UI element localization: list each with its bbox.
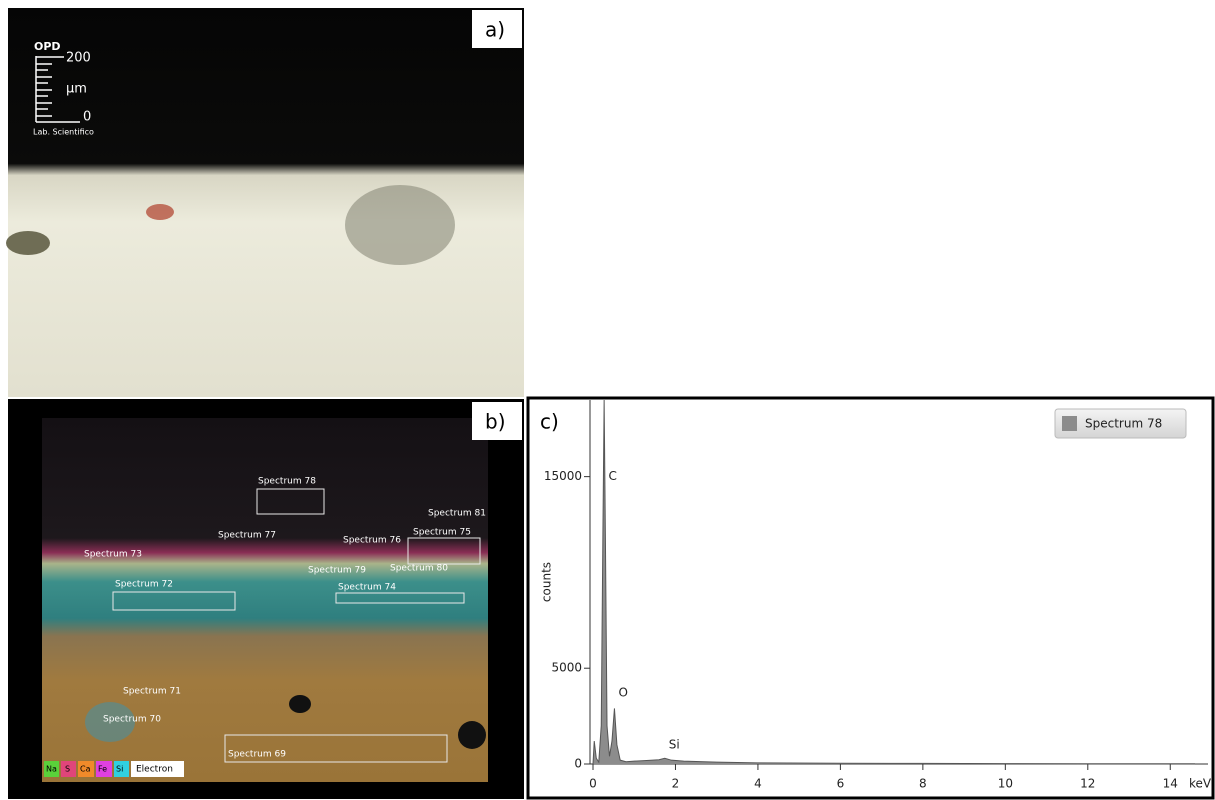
spectrum-label: Spectrum 73 <box>84 550 142 560</box>
x-tick-label: 6 <box>837 777 845 791</box>
spectrum-label: Spectrum 72 <box>115 580 173 590</box>
spectrum-label: Spectrum 80 <box>390 564 448 574</box>
element-chip: Electron <box>136 765 173 775</box>
photo-a <box>8 8 524 397</box>
chart-frame <box>528 398 1213 798</box>
element-legend: Na S Ca Fe Si Electron <box>44 761 184 777</box>
spectrum-label: Spectrum 81 <box>428 509 486 519</box>
stain <box>146 204 174 220</box>
y-axis-label: counts <box>540 562 554 602</box>
x-tick-label: 12 <box>1080 777 1095 791</box>
y-tick-label: 5000 <box>551 661 582 675</box>
x-unit-label: keV <box>1189 777 1212 791</box>
spectrum-label: Spectrum 71 <box>123 687 181 697</box>
scale-min: 0 <box>83 110 91 125</box>
panel-label: b) <box>485 410 506 434</box>
element-chip: Na <box>46 765 57 774</box>
x-tick-label: 10 <box>998 777 1013 791</box>
element-chip: S <box>65 765 70 774</box>
scale-brand: OPD <box>34 40 61 53</box>
element-chip: Ca <box>80 765 91 774</box>
scale-lab: Lab. Scientifico <box>33 128 94 137</box>
element-chip: Si <box>116 765 123 774</box>
y-tick-label: 0 <box>574 757 582 771</box>
pore <box>289 695 311 713</box>
legend-swatch <box>1062 416 1077 431</box>
x-tick-label: 8 <box>919 777 927 791</box>
spectrum-label: Spectrum 79 <box>308 566 366 576</box>
x-tick-label: 14 <box>1163 777 1178 791</box>
spectrum-label: Spectrum 74 <box>338 583 396 593</box>
scale-unit: µm <box>66 82 87 97</box>
peak-label: C <box>609 469 617 483</box>
spectrum-label: Spectrum 70 <box>103 715 161 725</box>
x-tick-label: 0 <box>589 777 597 791</box>
panel-label: c) <box>540 410 559 434</box>
stain <box>6 231 50 255</box>
y-tick-label: 15000 <box>544 469 582 483</box>
legend-label: Spectrum 78 <box>1085 417 1162 431</box>
spectrum-label: Spectrum 77 <box>218 531 276 541</box>
scale-max: 200 <box>66 51 91 66</box>
peak-label: Si <box>669 737 680 751</box>
pore <box>458 721 486 749</box>
spectrum-label: Spectrum 75 <box>413 528 471 538</box>
element-chip: Fe <box>98 765 107 774</box>
spectrum-label: Spectrum 69 <box>228 750 286 760</box>
peak-label: O <box>618 686 627 700</box>
x-tick-label: 2 <box>672 777 680 791</box>
x-tick-label: 4 <box>754 777 762 791</box>
spectrum-label: Spectrum 78 <box>258 477 316 487</box>
figure: OPD 200 µm 0 Lab. Scientifico a) Spectru… <box>0 0 1215 800</box>
stain <box>345 185 455 265</box>
panel-label: a) <box>485 18 505 42</box>
spectrum-label: Spectrum 76 <box>343 536 401 546</box>
